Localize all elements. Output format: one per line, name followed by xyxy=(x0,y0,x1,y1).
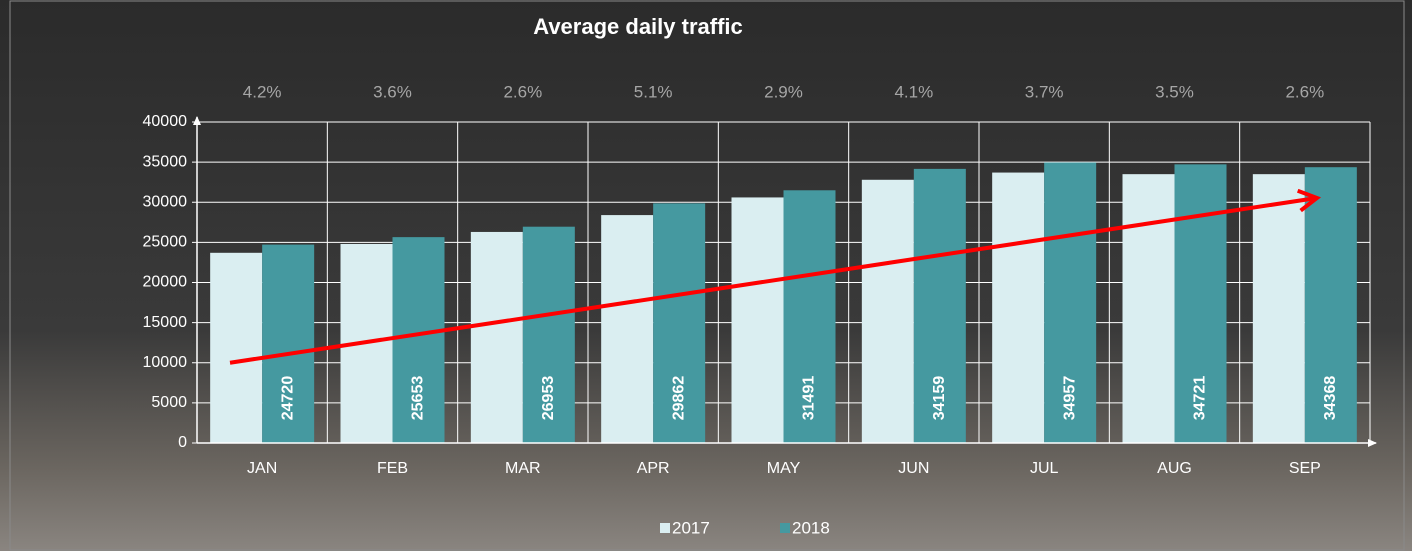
x-tick-label: JUL xyxy=(1030,460,1059,477)
value-label: 26953 xyxy=(540,376,557,421)
y-tick-label: 30000 xyxy=(143,193,188,210)
bar xyxy=(1253,174,1305,443)
legend-swatch xyxy=(780,523,790,533)
growth-annotation: 2.6% xyxy=(1285,82,1324,101)
y-tick-label: 20000 xyxy=(143,274,188,291)
growth-annotation: 2.9% xyxy=(764,82,803,101)
x-tick-label: MAY xyxy=(767,460,801,477)
x-tick-label: SEP xyxy=(1289,460,1321,477)
y-tick-label: 5000 xyxy=(151,394,187,411)
value-label: 34721 xyxy=(1192,376,1209,421)
growth-annotation: 3.5% xyxy=(1155,82,1194,101)
chart-title: Average daily traffic xyxy=(533,14,743,39)
value-label: 34159 xyxy=(931,376,948,421)
growth-annotation: 3.6% xyxy=(373,82,412,101)
x-tick-label: JAN xyxy=(247,460,277,477)
legend-label: 2017 xyxy=(672,518,710,537)
y-tick-label: 0 xyxy=(178,434,187,451)
x-tick-label: FEB xyxy=(377,460,408,477)
y-tick-label: 25000 xyxy=(143,234,188,251)
value-label: 34957 xyxy=(1061,376,1078,421)
value-label: 29862 xyxy=(670,376,687,421)
chart: Average daily traffic 0 5000 10000 15000 200… xyxy=(0,0,1412,551)
x-tick-label: APR xyxy=(637,460,670,477)
x-tick-label: JUN xyxy=(898,460,929,477)
bar xyxy=(210,253,262,443)
bar xyxy=(601,215,653,443)
y-tick-label: 10000 xyxy=(143,354,188,371)
growth-annotation: 4.1% xyxy=(894,82,933,101)
value-label: 31491 xyxy=(801,376,818,421)
growth-annotation: 3.7% xyxy=(1025,82,1064,101)
bar xyxy=(1123,174,1175,443)
legend-swatch xyxy=(660,523,670,533)
y-tick-label: 35000 xyxy=(143,153,188,170)
growth-annotation: 5.1% xyxy=(634,82,673,101)
bar xyxy=(471,232,523,443)
bar xyxy=(992,173,1044,443)
value-label: 25653 xyxy=(410,376,427,421)
x-tick-label: AUG xyxy=(1157,460,1192,477)
growth-annotation: 4.2% xyxy=(243,82,282,101)
value-label: 24720 xyxy=(279,376,296,421)
y-tick-label: 15000 xyxy=(143,314,188,331)
bar xyxy=(862,180,914,443)
legend-label: 2018 xyxy=(792,518,830,537)
value-label: 34368 xyxy=(1322,376,1339,421)
bar xyxy=(732,197,784,443)
x-tick-label: MAR xyxy=(505,460,541,477)
y-tick-label: 40000 xyxy=(143,113,188,130)
growth-annotation: 2.6% xyxy=(503,82,542,101)
